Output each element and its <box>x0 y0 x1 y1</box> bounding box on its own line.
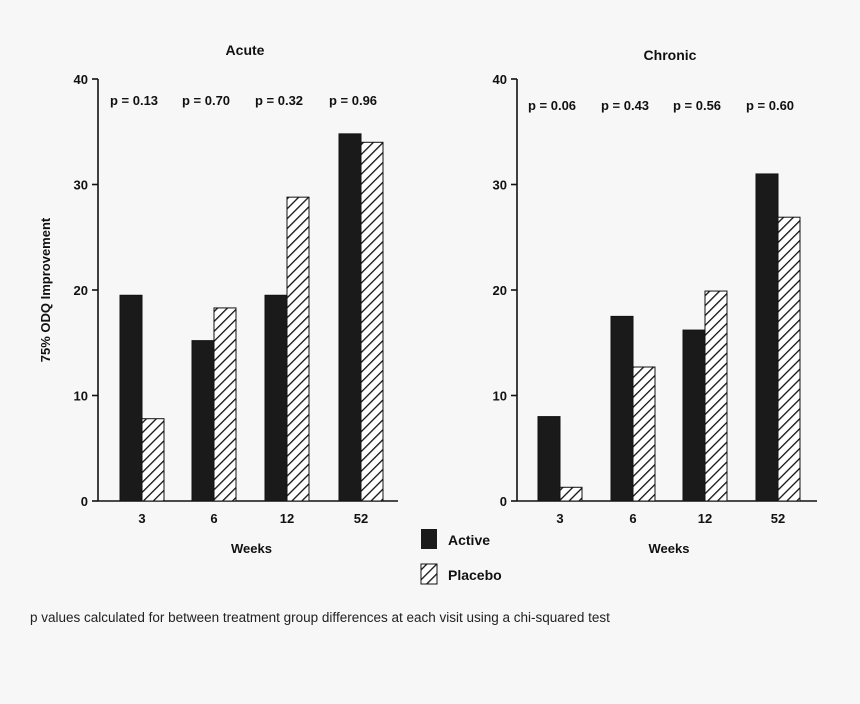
y-tick-label: 40 <box>493 72 507 87</box>
chart-title: Acute <box>226 42 265 58</box>
p-value-annotation: p = 0.13 <box>110 93 158 108</box>
bar-active-week-52 <box>755 173 779 502</box>
bar-placebo-week-6 <box>632 366 656 502</box>
p-value-annotation: p = 0.06 <box>528 98 576 113</box>
y-tick-label: 10 <box>74 389 88 404</box>
x-tick-label: 52 <box>771 511 785 526</box>
y-tick-label: 40 <box>74 72 88 87</box>
bar-active-week-3 <box>537 416 561 502</box>
chart-panel-1: Chronic 0 10 20 30 40 3 p = 0.06 6 p = 0.43 12 p = … <box>493 47 817 556</box>
bar-placebo-week-3 <box>559 486 583 502</box>
x-tick-label: 12 <box>698 511 712 526</box>
y-tick-label: 30 <box>74 178 88 193</box>
bar-placebo-week-3 <box>141 418 165 502</box>
x-tick-label: 6 <box>210 511 217 526</box>
bar-placebo-week-12 <box>704 290 728 502</box>
y-axis-label: 75% ODQ Improvement <box>38 217 53 362</box>
p-value-annotation: p = 0.70 <box>182 93 230 108</box>
x-axis-label: Weeks <box>231 541 272 556</box>
legend-swatch-placebo <box>420 563 438 585</box>
legend-label-placebo: Placebo <box>448 567 502 583</box>
legend: Active Placebo <box>420 529 502 585</box>
x-tick-label: 6 <box>629 511 636 526</box>
chart-title: Chronic <box>644 47 697 63</box>
footnote: p values calculated for between treatmen… <box>30 610 610 625</box>
x-tick-label: 3 <box>556 511 563 526</box>
y-tick-label: 30 <box>493 178 507 193</box>
p-value-annotation: p = 0.32 <box>255 93 303 108</box>
bar-placebo-week-6 <box>213 307 237 502</box>
bar-active-week-6 <box>191 340 215 502</box>
x-tick-label: 3 <box>138 511 145 526</box>
p-value-annotation: p = 0.56 <box>673 98 721 113</box>
p-value-annotation: p = 0.60 <box>746 98 794 113</box>
p-value-annotation: p = 0.96 <box>329 93 377 108</box>
x-tick-label: 52 <box>354 511 368 526</box>
legend-swatch-active <box>421 529 437 549</box>
bar-placebo-week-12 <box>286 196 310 502</box>
bar-active-week-6 <box>610 315 634 502</box>
x-axis-label: Weeks <box>649 541 690 556</box>
bar-active-week-12 <box>682 329 706 502</box>
bar-placebo-week-52 <box>777 216 801 502</box>
bar-active-week-3 <box>119 294 143 502</box>
chart-panel-0: Acute 0 10 20 30 40 75% ODQ Improvement 3 p = 0.… <box>38 42 398 556</box>
x-tick-label: 12 <box>280 511 294 526</box>
y-tick-label: 10 <box>493 389 507 404</box>
bar-placebo-week-52 <box>360 141 384 502</box>
y-tick-label: 20 <box>74 283 88 298</box>
p-value-annotation: p = 0.43 <box>601 98 649 113</box>
bar-active-week-12 <box>264 294 288 502</box>
bar-active-week-52 <box>338 133 362 502</box>
legend-label-active: Active <box>448 532 490 548</box>
y-tick-label: 20 <box>493 283 507 298</box>
y-tick-label: 0 <box>81 494 88 509</box>
y-tick-label: 0 <box>500 494 507 509</box>
